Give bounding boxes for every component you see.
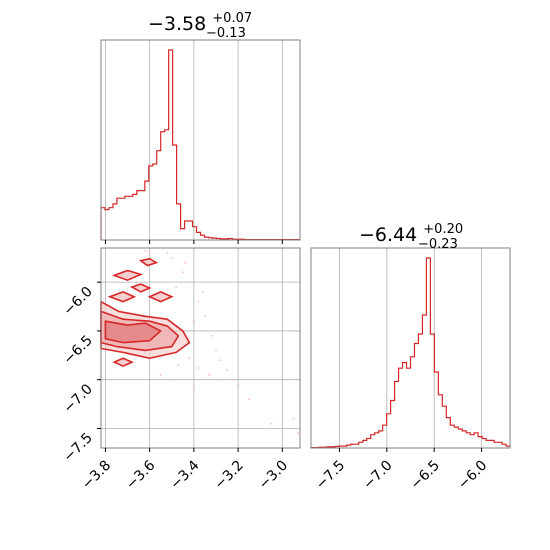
y-tick-label: −7.0 [60, 381, 95, 416]
sample-point [197, 300, 200, 303]
sample-point [208, 373, 211, 376]
sample-point [175, 286, 178, 289]
sample-point [203, 315, 206, 318]
x-tick-label: −6.0 [455, 458, 490, 493]
y-tick-label: −7.5 [60, 430, 95, 465]
title-param1-value: −3.58 [148, 13, 206, 35]
y-tick-label: −6.0 [60, 284, 95, 319]
joint-contour-panel: −3.8 −3.6 −3.4 −3.2 −3.0 −6.0 −6.5 −7.0 −7.5 [60, 247, 301, 493]
sample-point [166, 251, 169, 254]
sample-point [188, 357, 191, 360]
sample-point [192, 388, 195, 391]
axes-frame [100, 39, 301, 241]
contour-island [147, 291, 174, 303]
title-param2-plus: +0.20 [423, 222, 463, 237]
sample-point [292, 417, 295, 420]
sample-point [192, 320, 195, 323]
contour-island [112, 357, 134, 367]
contour-island [111, 269, 144, 282]
x-tick-label: −7.5 [313, 458, 348, 493]
sample-point [170, 256, 173, 259]
sample-point [188, 281, 191, 284]
sample-point [219, 378, 222, 381]
sample-point [148, 251, 151, 254]
title-param2-minus: −0.23 [418, 237, 458, 252]
sample-point [210, 334, 213, 337]
sample-point [248, 398, 251, 401]
x-tick-label: −3.8 [79, 458, 114, 493]
contour-island [107, 291, 137, 303]
histogram-line [100, 49, 300, 241]
sample-point [232, 378, 235, 381]
sample-point [226, 368, 229, 371]
x-tick-label: −3.6 [123, 457, 158, 492]
x-tick-label: −3.0 [256, 458, 291, 493]
contour-level [104, 320, 162, 344]
title-param1: −3.58 +0.07 −0.13 [148, 5, 258, 41]
sample-point [144, 249, 147, 252]
title-param1-minus: −0.13 [206, 26, 246, 41]
contour-island [138, 257, 159, 267]
sample-point [197, 367, 200, 369]
sample-point [214, 349, 217, 352]
histogram-panel-param2: −7.5 −7.0 −6.5 −6.0 [310, 247, 511, 493]
sample-point [181, 271, 184, 274]
x-tick-label: −7.0 [360, 458, 395, 493]
histogram-line [310, 257, 510, 449]
sample-point [201, 290, 204, 293]
title-param2-value: −6.44 [359, 224, 417, 246]
y-tick-label: −6.5 [60, 332, 95, 367]
sample-point [296, 432, 299, 435]
x-tick-label: −6.5 [408, 458, 443, 493]
sample-point [159, 373, 162, 376]
sample-point [219, 359, 222, 362]
histogram-panel-param1 [100, 39, 301, 244]
sample-point [270, 422, 273, 425]
axes-frame [100, 247, 301, 449]
sample-point [237, 383, 240, 386]
contour-island [129, 283, 152, 293]
axes-frame [310, 247, 511, 449]
sample-point [184, 261, 187, 264]
title-param2: −6.44 +0.20 −0.23 [359, 216, 469, 252]
x-tick-label: −3.2 [212, 458, 247, 493]
x-tick-label: −3.4 [167, 457, 202, 492]
sample-point [177, 364, 180, 367]
sample-point [170, 378, 173, 381]
title-param1-plus: +0.07 [212, 11, 252, 26]
